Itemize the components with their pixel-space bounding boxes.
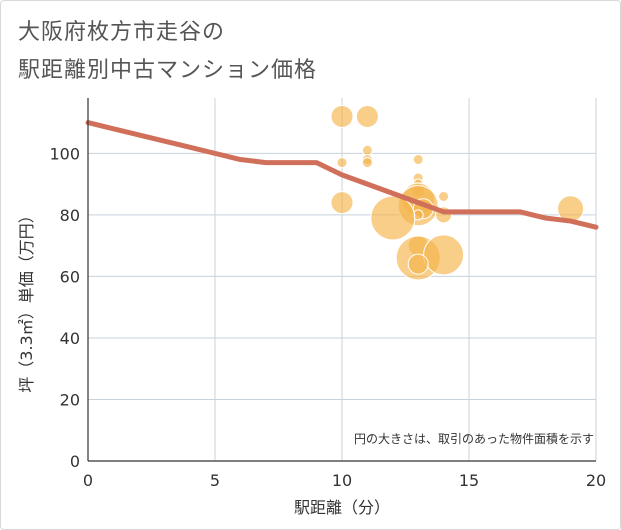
bubble-point-0 xyxy=(330,104,354,128)
x-tick-label-15: 15 xyxy=(459,471,479,490)
x-axis-label: 駅距離（分） xyxy=(294,498,390,517)
y-tick-label-80: 80 xyxy=(60,206,80,225)
y-tick-label-100: 100 xyxy=(49,144,80,163)
trend-line-layer xyxy=(85,120,599,230)
y-tick-label-60: 60 xyxy=(60,267,80,286)
bubble-point-5 xyxy=(361,157,373,169)
bubble-point-10 xyxy=(330,191,354,215)
bubble-size-note: 円の大きさは、取引のあった物件面積を示す xyxy=(354,431,594,446)
bubble-point-2 xyxy=(336,157,348,169)
chart-title-line-2: 駅距離別中古マンション価格 xyxy=(18,58,318,83)
axis-layer: 0 5 10 15 20 0 20 40 60 80 100 xyxy=(49,98,606,490)
bubble-point-1 xyxy=(355,104,379,128)
x-tick-label-10: 10 xyxy=(332,471,352,490)
y-axis-label: 坪（3.3㎡）単価（万円） xyxy=(17,207,36,392)
bubble-point-22 xyxy=(407,253,429,275)
chart-title-line-1: 大阪府枚方市走谷の xyxy=(18,20,226,45)
grid-layer xyxy=(88,98,597,461)
y-tick-label-20: 20 xyxy=(60,390,80,409)
x-tick-label-5: 5 xyxy=(210,471,220,490)
y-tick-label-40: 40 xyxy=(60,329,80,348)
bubble-point-21 xyxy=(423,234,465,276)
bubble-point-3 xyxy=(361,144,373,156)
x-tick-label-0: 0 xyxy=(83,471,93,490)
x-tick-label-20: 20 xyxy=(586,471,606,490)
trend-line xyxy=(85,120,599,230)
y-tick-label-0: 0 xyxy=(70,452,80,471)
bubble-point-11 xyxy=(438,190,450,202)
bubble-point-17 xyxy=(370,195,416,241)
bubble-layer xyxy=(330,104,585,281)
bubble-point-6 xyxy=(412,154,424,166)
